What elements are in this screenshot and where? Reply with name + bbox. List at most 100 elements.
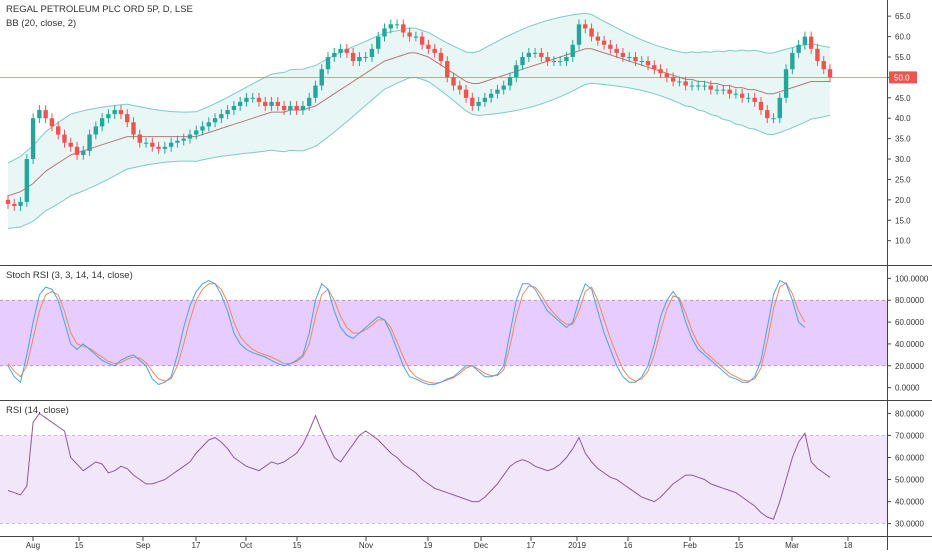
- time-axis-label: Mar: [785, 541, 799, 550]
- candle-body: [545, 56, 550, 62]
- candle-body: [30, 118, 36, 160]
- rsi-axis-label: 50.0000: [895, 476, 924, 485]
- time-axis-label: 15: [735, 541, 744, 550]
- candle-body: [401, 24, 406, 33]
- candle-body: [438, 52, 444, 62]
- candle-body: [118, 110, 124, 115]
- candle-body: [81, 150, 86, 155]
- rsi-axis-label: 60.0000: [895, 453, 924, 462]
- candle-body: [93, 126, 99, 135]
- candle-body: [256, 97, 262, 102]
- stoch-axis-label: 20.0000: [895, 362, 924, 371]
- candle-body: [131, 122, 136, 135]
- stoch-rsi-legend: Stoch RSI (3, 3, 14, 14, close): [6, 270, 133, 281]
- candle-body: [639, 61, 644, 63]
- price-axis-label: 65.0: [895, 12, 911, 21]
- candle-body: [269, 101, 274, 106]
- bb-upper-band: [7, 12, 831, 164]
- candle-body: [37, 110, 42, 119]
- candle-body: [112, 110, 117, 115]
- candle-body: [514, 65, 519, 78]
- candle-body: [821, 61, 826, 70]
- price-axis-label: 35.0: [895, 135, 911, 144]
- candle-body: [237, 101, 243, 106]
- price-axis-label: 40.0: [895, 114, 911, 123]
- price-axis-label: 15.0: [895, 216, 911, 225]
- candle-body: [677, 81, 682, 83]
- price-axis-label: 55.0: [895, 53, 911, 62]
- candle-body: [388, 24, 393, 29]
- candle-body: [212, 118, 218, 123]
- stoch-k-line: [7, 279, 806, 385]
- candle-body: [796, 44, 801, 53]
- candle-body: [470, 97, 475, 106]
- candle-body: [696, 85, 701, 87]
- candle-body: [570, 44, 575, 57]
- candle-body: [551, 61, 557, 63]
- candle-body: [281, 105, 287, 111]
- candle-body: [627, 56, 632, 58]
- candle-body: [5, 199, 11, 204]
- candle-body: [344, 48, 350, 53]
- time-axis-label: 19: [424, 541, 433, 550]
- price-axis-label: 45.0: [895, 94, 911, 103]
- candle-body: [150, 142, 155, 147]
- last-price-tag: [889, 71, 917, 84]
- price-axis-label: 25.0: [895, 175, 911, 184]
- candle-body: [783, 69, 789, 98]
- last-price-value: 50.0: [894, 73, 910, 82]
- time-axis-label: Sep: [136, 541, 151, 550]
- price-axis-label: 20.0: [895, 196, 911, 205]
- candle-body: [382, 28, 387, 37]
- stoch-d-line: [7, 281, 806, 384]
- candle-body: [752, 97, 757, 102]
- bb-legend: BB (20, close, 2): [6, 18, 77, 29]
- candle-body: [589, 28, 594, 37]
- candle-body: [557, 61, 563, 63]
- candle-body: [62, 134, 67, 143]
- candle-body: [601, 40, 607, 45]
- candle-body: [758, 101, 764, 111]
- candle-body: [777, 97, 783, 119]
- candle-body: [746, 97, 751, 99]
- time-axis-label: 17: [192, 541, 201, 550]
- candle-body: [802, 36, 808, 45]
- candle-body: [495, 89, 500, 94]
- candle-body: [488, 93, 494, 98]
- time-axis-label: 17: [527, 541, 536, 550]
- time-axis-label: 18: [844, 541, 853, 550]
- candle-body: [350, 52, 356, 62]
- stoch-band: [0, 300, 887, 366]
- candle-body: [520, 56, 525, 66]
- rsi-line: [7, 412, 831, 520]
- candle-body: [300, 105, 306, 111]
- candle-body: [332, 52, 337, 57]
- rsi-axis-label: 80.0000: [895, 409, 924, 418]
- candle-body: [670, 77, 676, 82]
- candle-body: [476, 101, 481, 106]
- candle-body: [288, 105, 293, 111]
- rsi-axis-label: 40.0000: [895, 498, 924, 507]
- candle-body: [74, 146, 80, 155]
- candle-body: [175, 140, 180, 143]
- candle-body: [564, 56, 569, 62]
- bb-lower-band: [7, 76, 831, 229]
- candle-body: [419, 36, 425, 45]
- candle-body: [43, 110, 48, 119]
- candle-body: [206, 122, 211, 127]
- candle-body: [231, 105, 237, 111]
- candle-body: [451, 77, 456, 86]
- candle-body: [394, 24, 400, 26]
- candle-body: [808, 36, 814, 49]
- time-axis-label: Oct: [240, 541, 253, 550]
- symbol-title: REGAL PETROLEUM PLC ORD 5P, D, LSE: [6, 4, 193, 15]
- candle-body: [306, 97, 312, 106]
- bb-fill: [8, 13, 830, 229]
- candle-body: [739, 93, 745, 98]
- candle-body: [219, 114, 224, 119]
- candle-body: [263, 101, 268, 106]
- candle-body: [683, 81, 688, 86]
- candle-body: [137, 134, 142, 143]
